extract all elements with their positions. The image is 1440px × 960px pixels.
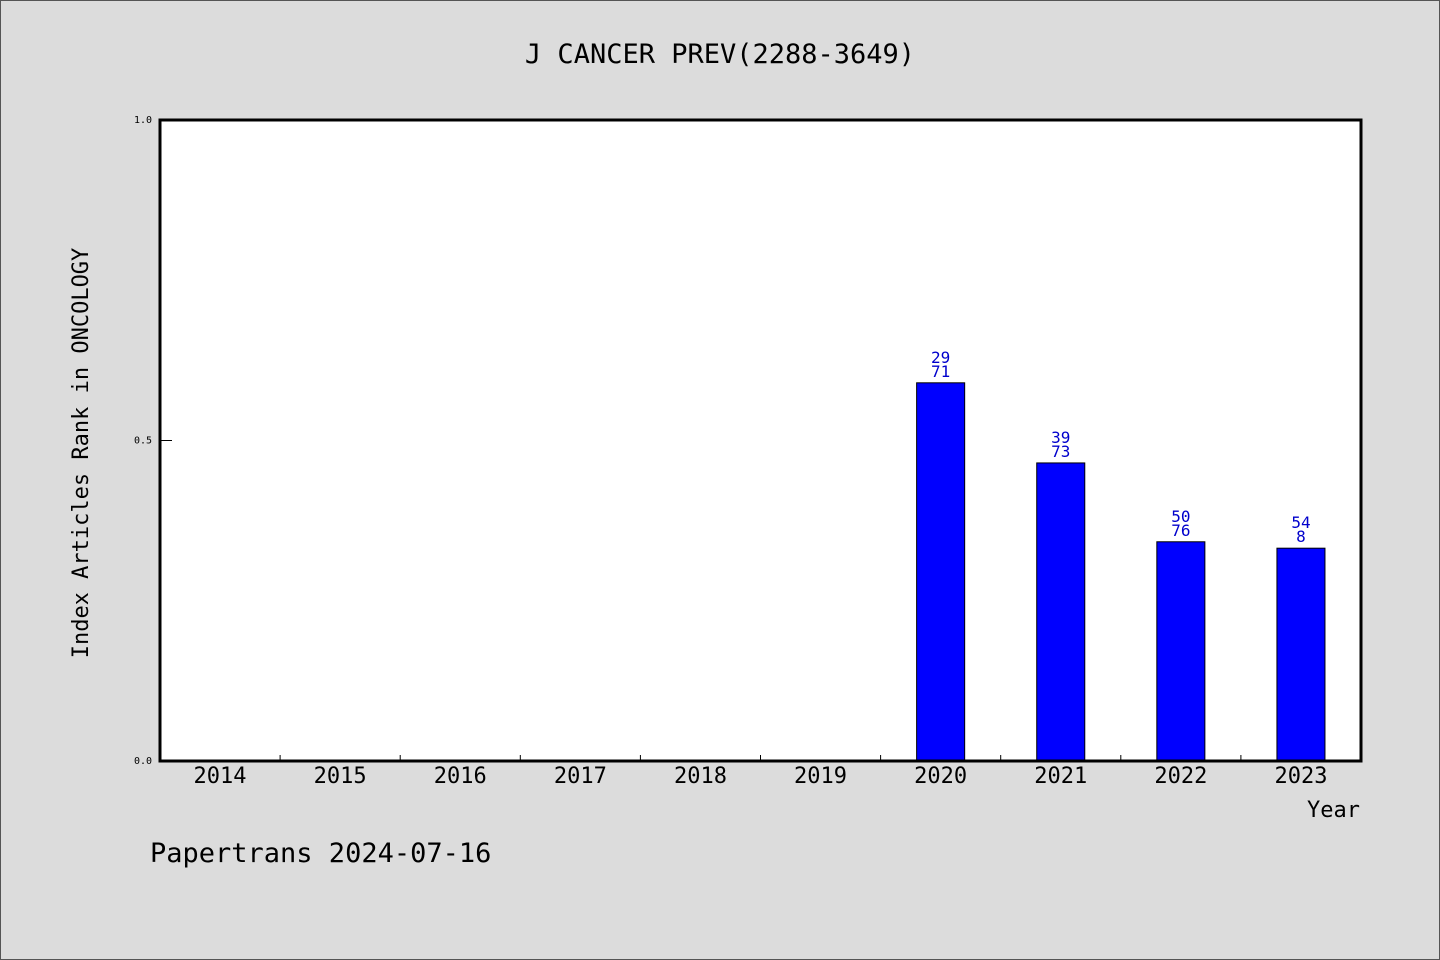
x-tick-label: 2014 xyxy=(194,764,247,789)
bar-data-label: 73 xyxy=(1051,442,1070,461)
y-tick-label: 0.0 xyxy=(134,756,152,767)
bar-data-label: 39 xyxy=(1051,428,1070,447)
bar xyxy=(1156,541,1206,762)
x-tick-label: 2023 xyxy=(1274,764,1327,789)
x-tick-label: 2018 xyxy=(674,764,727,789)
bar xyxy=(1036,462,1086,762)
y-tick-label: 1.0 xyxy=(134,115,152,126)
bar-data-label: 8 xyxy=(1296,527,1306,546)
x-tick-label: 2022 xyxy=(1154,764,1207,789)
chart-title: J CANCER PREV(2288-3649) xyxy=(525,39,915,70)
bar-data-label: 76 xyxy=(1171,521,1190,540)
x-tick-label: 2021 xyxy=(1034,764,1087,789)
x-tick-label: 2016 xyxy=(434,764,487,789)
x-tick-label: 2019 xyxy=(794,764,847,789)
x-tick-label: 2015 xyxy=(314,764,367,789)
x-axis-label: Year xyxy=(1307,798,1360,823)
bar-data-label: 54 xyxy=(1291,513,1310,532)
x-ticks: 2014 2015 2016 2017 2018 2019 2020 2021 2022 2023 xyxy=(194,755,1327,789)
bar xyxy=(916,382,966,762)
bar-data-label: 29 xyxy=(931,348,950,367)
bars xyxy=(916,382,1326,762)
x-tick-label: 2017 xyxy=(554,764,607,789)
bar-data-label: 50 xyxy=(1171,507,1190,526)
x-tick-label: 2020 xyxy=(914,764,967,789)
plot-border xyxy=(158,118,1363,763)
bar xyxy=(1276,547,1326,762)
y-axis-label: Index Articles Rank in ONCOLOGY xyxy=(69,248,94,659)
watermark: Papertrans 2024-07-16 xyxy=(150,838,491,869)
y-tick-label: 0.5 xyxy=(134,436,152,447)
bar-data-label: 71 xyxy=(931,362,950,381)
